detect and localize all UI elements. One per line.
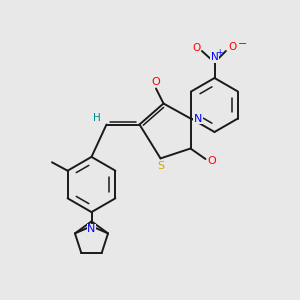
Text: H: H — [93, 113, 101, 123]
Text: N: N — [211, 52, 218, 62]
Text: O: O — [192, 43, 201, 53]
Text: +: + — [216, 48, 223, 57]
Text: O: O — [151, 77, 160, 87]
Text: S: S — [158, 161, 165, 171]
Text: O: O — [208, 155, 217, 166]
Text: −: − — [238, 39, 247, 50]
Text: O: O — [228, 42, 237, 52]
Text: N: N — [87, 224, 96, 234]
Text: N: N — [194, 113, 202, 124]
